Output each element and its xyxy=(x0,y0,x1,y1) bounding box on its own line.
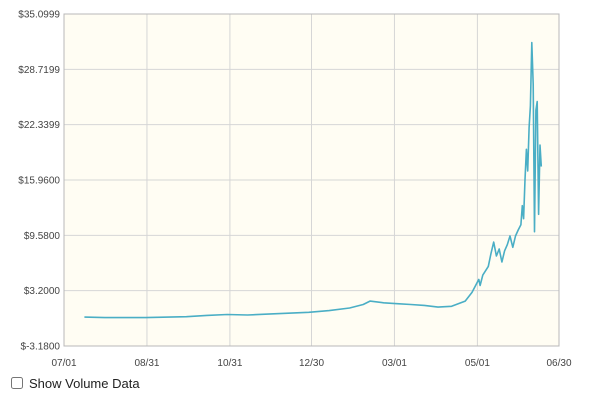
plot-border xyxy=(63,13,560,347)
x-tick-label: 10/31 xyxy=(217,358,242,369)
x-tick-label: 07/01 xyxy=(51,358,76,369)
x-tick-label: 05/01 xyxy=(465,358,490,369)
x-tick-label: 03/01 xyxy=(382,358,407,369)
show-volume-checkbox[interactable] xyxy=(11,377,23,389)
y-tick-label: $3.2000 xyxy=(24,286,61,297)
x-tick-label: 08/31 xyxy=(134,358,159,369)
show-volume-toggle[interactable]: Show Volume Data xyxy=(11,374,140,392)
price-series-line xyxy=(84,41,543,319)
y-tick-label: $22.3399 xyxy=(18,120,60,131)
show-volume-label: Show Volume Data xyxy=(29,375,140,391)
price-chart: $-3.1800 $3.2000 $9.5800 $15.9600 $22.3399 $2… xyxy=(18,10,572,370)
y-tick-label: $35.0999 xyxy=(18,10,60,21)
y-tick-label: $9.5800 xyxy=(24,231,61,242)
y-tick-label: $-3.1800 xyxy=(21,342,61,353)
chart-canvas: $-3.1800 $3.2000 $9.5800 $15.9600 $22.3399 $2… xyxy=(18,10,572,370)
x-tick-label: 06/30 xyxy=(546,358,571,369)
x-tick-label: 12/30 xyxy=(299,358,324,369)
y-tick-label: $15.9600 xyxy=(18,175,60,186)
y-tick-label: $28.7199 xyxy=(18,65,60,76)
